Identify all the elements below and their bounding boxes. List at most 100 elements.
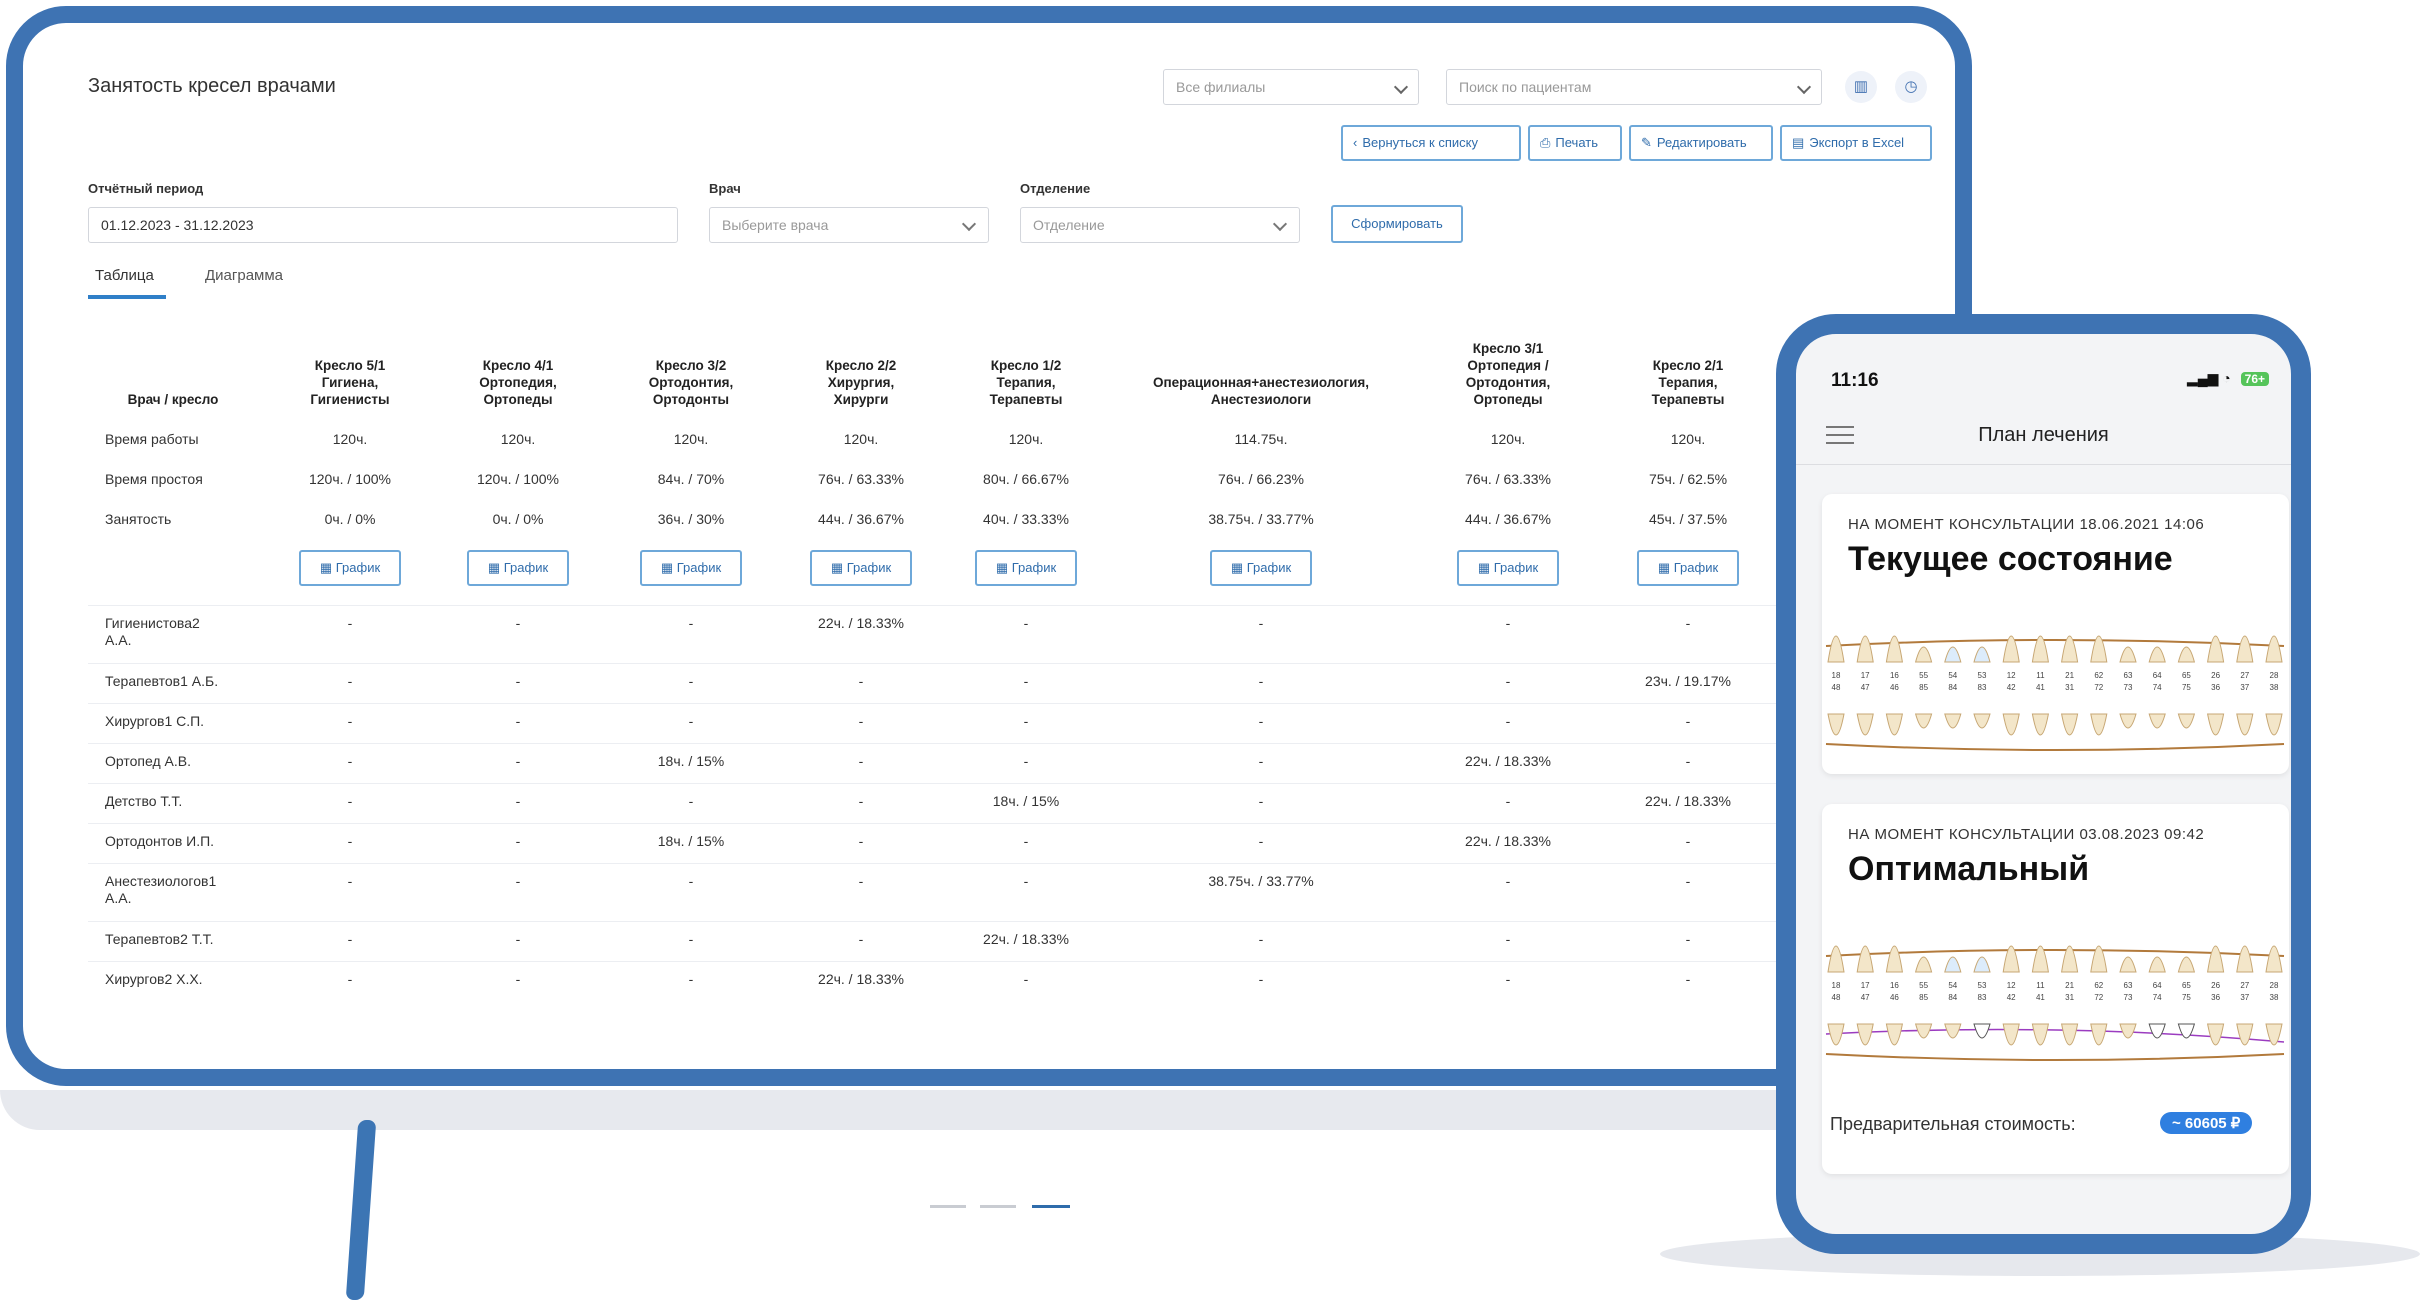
chart-button[interactable]: ▦ График bbox=[1637, 550, 1739, 586]
upper-tooth-number: 17 bbox=[1861, 981, 1870, 990]
period-label: Отчётный период bbox=[88, 181, 204, 196]
column-header: Операционная+анестезиология, Анестезиоло… bbox=[1152, 375, 1370, 407]
doctor-cell: - bbox=[1258, 713, 1264, 729]
chart-button[interactable]: ▦ График bbox=[975, 550, 1077, 586]
chart-button[interactable]: ▦ График bbox=[299, 550, 401, 586]
chart-button[interactable]: ▦ График bbox=[1210, 550, 1312, 586]
battery-icon: 76+ bbox=[2240, 372, 2269, 386]
dental-chart: 18 48 17 47 16 46 55 85 54 84 53 83 12 42 11 41 21 31 62 72… bbox=[1825, 635, 2285, 751]
doctor-select[interactable]: Выберите врача bbox=[709, 207, 989, 243]
treatment-card-current[interactable]: НА МОМЕНТ КОНСУЛЬТАЦИИ 18.06.2021 14:06 … bbox=[1822, 494, 2289, 774]
upper-tooth-number: 12 bbox=[2007, 981, 2016, 990]
summary-cell: 44ч. / 36.67% bbox=[1465, 511, 1551, 527]
row-divider bbox=[88, 703, 1798, 704]
row-divider bbox=[88, 863, 1798, 864]
chevron-down-icon bbox=[1796, 79, 1812, 95]
branch-select-value: Все филиалы bbox=[1176, 79, 1266, 95]
pager-dot-2[interactable] bbox=[980, 1205, 1016, 1208]
upper-tooth bbox=[1856, 635, 1874, 663]
summary-cell: 38.75ч. / 33.77% bbox=[1208, 511, 1314, 527]
upper-tooth-number: 27 bbox=[2240, 981, 2249, 990]
upper-tooth bbox=[2119, 956, 2137, 973]
tab-table[interactable]: Таблица bbox=[95, 267, 154, 284]
chart-button-label: График bbox=[676, 560, 722, 575]
upper-tooth-number: 65 bbox=[2182, 671, 2191, 680]
branch-select[interactable]: Все филиалы bbox=[1163, 69, 1419, 105]
upper-tooth bbox=[1914, 956, 1933, 973]
upper-tooth-number: 54 bbox=[1948, 671, 1957, 680]
lower-tooth bbox=[1856, 1023, 1874, 1046]
chevron-down-icon bbox=[961, 216, 977, 232]
doctor-cell: - bbox=[1505, 673, 1511, 689]
menu-icon[interactable] bbox=[1826, 426, 1854, 450]
print-button-label: Печать bbox=[1555, 135, 1598, 150]
print-button[interactable]: ⎙ Печать bbox=[1528, 125, 1622, 161]
upper-tooth bbox=[2207, 635, 2225, 663]
export-button-label: Экспорт в Excel bbox=[1809, 135, 1905, 150]
lower-tooth bbox=[2002, 1023, 2020, 1046]
phone-page-title: План лечения bbox=[1978, 424, 2109, 446]
upper-tooth-number: 55 bbox=[1919, 671, 1928, 680]
price-label: Предварительная стоимость: bbox=[1830, 1114, 2076, 1134]
pager-dot-1[interactable] bbox=[930, 1205, 966, 1208]
lower-tooth-number: 31 bbox=[2065, 683, 2074, 692]
summary-row-label: Время работы bbox=[105, 431, 199, 447]
chart-button[interactable]: ▦ График bbox=[467, 550, 569, 586]
chart-icon: ▦ bbox=[660, 560, 677, 575]
doctor-cell: - bbox=[1505, 873, 1511, 889]
tab-chart[interactable]: Диаграмма bbox=[205, 267, 284, 284]
chart-button[interactable]: ▦ График bbox=[810, 550, 912, 586]
edit-button-label: Редактировать bbox=[1656, 135, 1747, 150]
doctor-cell: - bbox=[515, 833, 521, 849]
doctor-cell: 22ч. / 18.33% bbox=[1465, 833, 1551, 849]
chevron-left-icon: ‹ bbox=[1353, 135, 1358, 150]
doctor-cell: - bbox=[688, 971, 694, 987]
doctor-cell: - bbox=[1258, 793, 1264, 809]
upper-tooth bbox=[2061, 945, 2079, 973]
doctor-label: Врач bbox=[709, 181, 741, 196]
upper-tooth bbox=[2031, 635, 2049, 663]
back-button[interactable]: ‹ Вернуться к списку bbox=[1341, 125, 1521, 161]
summary-cell: 120ч. bbox=[843, 431, 879, 447]
upper-tooth-number: 21 bbox=[2065, 981, 2074, 990]
doctor-cell: - bbox=[1685, 753, 1691, 769]
upper-tooth bbox=[2090, 635, 2108, 663]
generate-report-button[interactable]: Сформировать bbox=[1331, 205, 1463, 243]
clock-icon[interactable]: ◷ bbox=[1895, 71, 1927, 103]
lower-tooth-number: 75 bbox=[2182, 683, 2191, 692]
upper-tooth-number: 54 bbox=[1948, 981, 1957, 990]
upper-tooth bbox=[1885, 945, 1903, 973]
department-select[interactable]: Отделение bbox=[1020, 207, 1300, 243]
column-header: Кресло 1/2 Терапия, Терапевты bbox=[989, 358, 1063, 407]
chart-button[interactable]: ▦ График bbox=[1457, 550, 1559, 586]
doctor-cell: - bbox=[1505, 793, 1511, 809]
period-input[interactable]: 01.12.2023 - 31.12.2023 bbox=[88, 207, 678, 243]
chart-button-label: График bbox=[503, 560, 549, 575]
doctor-cell: - bbox=[1505, 713, 1511, 729]
summary-cell: 45ч. / 37.5% bbox=[1648, 511, 1728, 527]
edit-button[interactable]: ✎ Редактировать bbox=[1629, 125, 1773, 161]
lower-tooth bbox=[1944, 713, 1962, 729]
phone-frame: 11:16 ▂▄▆ ◔ 76+ План лечения НА МОМЕНТ К… bbox=[1776, 314, 2311, 1254]
upper-tooth-number: 18 bbox=[1832, 981, 1841, 990]
upper-tooth bbox=[2207, 945, 2225, 973]
chart-button-label: График bbox=[1011, 560, 1057, 575]
upper-tooth bbox=[2148, 956, 2166, 973]
treatment-card-optimal[interactable]: НА МОМЕНТ КОНСУЛЬТАЦИИ 03.08.2023 09:42 … bbox=[1822, 804, 2289, 1174]
patient-search-input[interactable]: Поиск по пациентам bbox=[1446, 69, 1822, 105]
chart-button[interactable]: ▦ График bbox=[640, 550, 742, 586]
export-excel-button[interactable]: ▤ Экспорт в Excel bbox=[1780, 125, 1932, 161]
summary-cell: 80ч. / 66.67% bbox=[983, 471, 1069, 487]
columns-icon[interactable]: ▥ bbox=[1845, 71, 1877, 103]
summary-cell: 84ч. / 70% bbox=[657, 471, 725, 487]
lower-tooth bbox=[2265, 1023, 2283, 1046]
lower-tooth bbox=[2119, 713, 2137, 729]
pager-dot-3-active[interactable] bbox=[1032, 1205, 1070, 1208]
chart-icon: ▦ bbox=[1230, 560, 1247, 575]
lower-tooth-number: 75 bbox=[2182, 993, 2191, 1002]
price-badge: ~ 60605 ₽ bbox=[2160, 1112, 2253, 1134]
lower-tooth bbox=[2148, 713, 2166, 729]
summary-row-label: Занятость bbox=[105, 511, 172, 527]
summary-cell: 76ч. / 63.33% bbox=[1465, 471, 1551, 487]
doctor-cell: - bbox=[858, 931, 864, 947]
